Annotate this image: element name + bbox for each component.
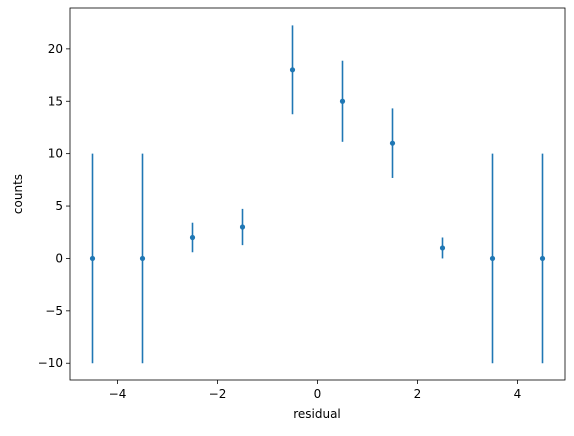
y-tick-label: 5 [55, 199, 63, 213]
data-point [439, 245, 446, 251]
x-axis-label: residual [293, 407, 341, 421]
y-tick-label: 0 [55, 251, 63, 265]
data-point [289, 67, 296, 73]
data-point [139, 255, 146, 262]
plot-frame [69, 7, 566, 381]
y-tick-label: 15 [48, 94, 63, 108]
x-tick-label: −2 [209, 387, 227, 401]
y-tick-label: −5 [45, 304, 63, 318]
data-point [489, 255, 496, 262]
data-point [389, 140, 396, 146]
data-point [189, 234, 196, 241]
y-tick-label: 20 [48, 42, 63, 56]
data-point [89, 255, 96, 262]
data-point [239, 224, 246, 230]
x-tick-label: 4 [514, 387, 522, 401]
y-tick-label: −10 [38, 356, 63, 370]
data-point [339, 98, 346, 104]
x-tick-label: 0 [314, 387, 322, 401]
y-tick-label: 10 [48, 147, 63, 161]
x-tick-label: −4 [109, 387, 127, 401]
y-axis-label: counts [11, 174, 25, 214]
data-point [539, 255, 546, 262]
x-tick-label: 2 [414, 387, 422, 401]
